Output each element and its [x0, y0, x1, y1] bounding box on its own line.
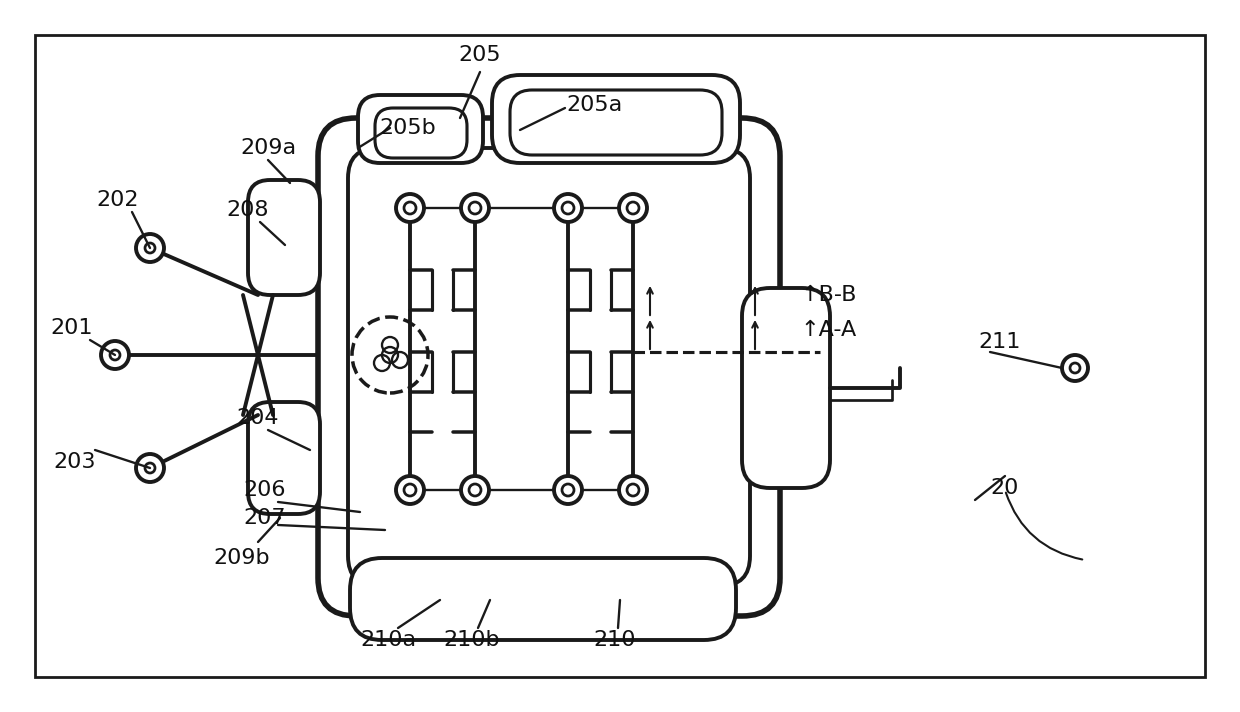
Circle shape: [562, 484, 574, 496]
FancyBboxPatch shape: [317, 118, 780, 616]
Text: 201: 201: [51, 318, 93, 338]
Circle shape: [136, 234, 164, 262]
Text: 205: 205: [459, 45, 501, 65]
Circle shape: [469, 484, 481, 496]
Text: 208: 208: [227, 200, 269, 220]
FancyBboxPatch shape: [420, 575, 560, 637]
Circle shape: [461, 476, 489, 504]
Circle shape: [396, 476, 424, 504]
Text: 211: 211: [978, 332, 1022, 352]
FancyBboxPatch shape: [510, 90, 722, 155]
Text: 210a: 210a: [360, 630, 417, 650]
FancyBboxPatch shape: [742, 288, 830, 488]
FancyBboxPatch shape: [374, 108, 467, 158]
FancyBboxPatch shape: [248, 402, 320, 514]
Text: 202: 202: [97, 190, 139, 210]
Text: ↑A-A: ↑A-A: [800, 320, 857, 340]
Circle shape: [396, 194, 424, 222]
FancyBboxPatch shape: [358, 95, 484, 163]
Circle shape: [404, 202, 415, 214]
Circle shape: [145, 243, 155, 253]
Circle shape: [469, 202, 481, 214]
Circle shape: [145, 463, 155, 473]
Circle shape: [1061, 355, 1087, 381]
Text: 204: 204: [237, 408, 279, 428]
FancyBboxPatch shape: [348, 148, 750, 586]
Circle shape: [619, 194, 647, 222]
Circle shape: [100, 341, 129, 369]
Circle shape: [1070, 363, 1080, 373]
Circle shape: [110, 350, 120, 360]
Text: 207: 207: [244, 508, 286, 528]
Text: 20: 20: [991, 478, 1019, 498]
Circle shape: [619, 476, 647, 504]
Circle shape: [554, 194, 582, 222]
Text: ↑B-B: ↑B-B: [800, 285, 857, 305]
Text: 205a: 205a: [567, 95, 624, 115]
FancyBboxPatch shape: [248, 180, 320, 295]
FancyBboxPatch shape: [350, 558, 737, 640]
Text: 203: 203: [53, 452, 97, 472]
Circle shape: [554, 476, 582, 504]
Circle shape: [627, 202, 639, 214]
Circle shape: [562, 202, 574, 214]
Text: 206: 206: [244, 480, 286, 500]
Text: 210b: 210b: [444, 630, 500, 650]
Circle shape: [136, 454, 164, 482]
Circle shape: [404, 484, 415, 496]
Text: 205b: 205b: [379, 118, 436, 138]
Text: 210: 210: [594, 630, 636, 650]
Text: 209b: 209b: [213, 548, 270, 568]
Circle shape: [627, 484, 639, 496]
Circle shape: [461, 194, 489, 222]
FancyBboxPatch shape: [492, 75, 740, 163]
Text: 209a: 209a: [239, 138, 296, 158]
